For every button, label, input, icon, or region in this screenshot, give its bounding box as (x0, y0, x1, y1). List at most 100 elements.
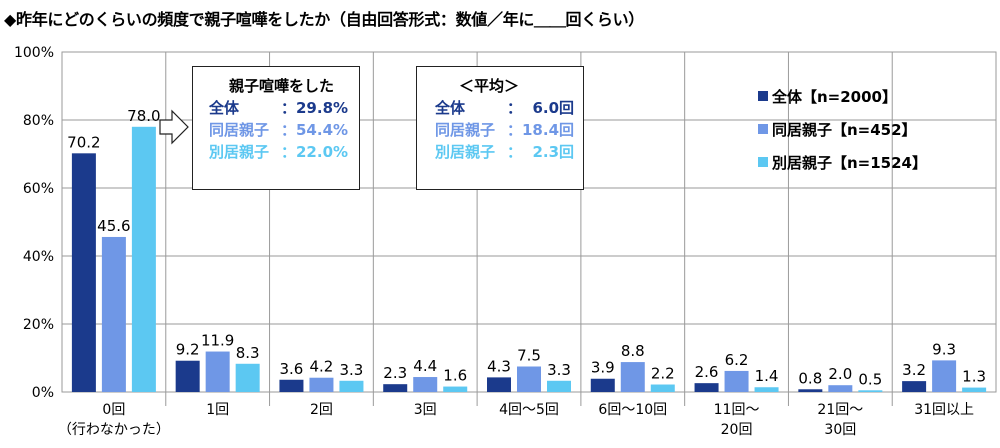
bar (131, 126, 156, 393)
share-box-heading-text: 親子喧嘩をした (229, 77, 335, 95)
x-tick-label: 3回 (414, 402, 437, 418)
x-tick-label: 20回 (721, 422, 753, 438)
data-label: 2.3 (383, 364, 407, 382)
x-tick-label: 30回 (824, 422, 856, 438)
data-label: 45.6 (97, 217, 130, 235)
bar (309, 377, 334, 392)
x-tick-label: 4回～5回 (499, 402, 559, 418)
data-label: 8.8 (621, 342, 645, 360)
legend: 全体【n=2000】 同居親子【n=452】 別居親子【n=1524】 (758, 84, 927, 183)
bar (962, 387, 987, 392)
avg-row-separate-value: ： 2.3回 (507, 143, 575, 161)
data-label: 11.9 (201, 332, 234, 350)
share-row-all: 全体 ：29.8% (209, 97, 359, 119)
data-label: 2.2 (651, 365, 675, 383)
y-tick-label: 20% (23, 317, 54, 333)
bar (620, 362, 645, 392)
bar (279, 379, 304, 392)
data-label: 4.3 (487, 357, 511, 375)
x-tick-label: （行わなかった） (58, 422, 170, 438)
data-label: 1.4 (755, 367, 779, 385)
bar (71, 153, 96, 392)
bar (383, 384, 408, 392)
x-tick-label: 2回 (310, 402, 333, 418)
average-box: ＜平均＞ 全体 ： 6.0回 同居親子 ：18.4回 別居親子 ： 2.3回 (416, 66, 584, 190)
average-box-heading: ＜平均＞ (435, 75, 583, 97)
bar (487, 377, 511, 392)
data-label: 0.5 (858, 370, 882, 388)
average-box-heading-text: ＜平均＞ (459, 77, 520, 95)
bar (754, 387, 779, 392)
bar (650, 384, 675, 392)
share-row-separate-value: ：22.0% (281, 143, 349, 161)
chart-title: ◆昨年にどのくらいの頻度で親子喧嘩をしたか（自由回答形式：数値／年に＿＿回くらい… (4, 10, 645, 29)
data-label: 9.2 (176, 341, 200, 359)
data-label: 2.0 (828, 365, 852, 383)
legend-item-cohabit: 同居親子【n=452】 (758, 117, 927, 141)
data-label: 70.2 (67, 133, 100, 151)
data-label: 78.0 (127, 107, 160, 125)
y-tick-label: 100% (14, 45, 54, 61)
bar (517, 366, 541, 392)
data-label: 4.2 (310, 358, 334, 376)
data-label: 3.3 (547, 361, 571, 379)
y-tick-label: 40% (23, 249, 54, 265)
avg-row-cohabit-label: 同居親子 (435, 121, 496, 139)
share-row-cohabit-value: ：54.4% (281, 121, 349, 139)
bar (828, 385, 853, 392)
avg-row-all: 全体 ： 6.0回 (435, 97, 583, 119)
share-row-cohabit-label: 同居親子 (209, 121, 270, 139)
bar (175, 360, 200, 392)
data-label: 4.4 (413, 357, 437, 375)
data-label: 6.2 (725, 351, 749, 369)
data-label: 7.5 (517, 347, 541, 365)
bar (694, 383, 719, 392)
bar-layer (71, 126, 987, 393)
bar (932, 360, 957, 392)
data-label: 3.6 (280, 360, 304, 378)
x-tick-label: 0回 (102, 402, 125, 418)
bar (101, 236, 126, 392)
data-label: 3.3 (340, 361, 364, 379)
x-tick-label: 31回以上 (914, 402, 974, 418)
bar (724, 370, 749, 392)
avg-row-separate-label: 別居親子 (435, 143, 496, 161)
share-row-all-value: ：29.8% (281, 99, 349, 117)
avg-row-cohabit-value: ：18.4回 (507, 121, 575, 139)
bar (413, 377, 438, 392)
legend-item-all: 全体【n=2000】 (758, 84, 927, 108)
y-tick-label: 60% (23, 181, 54, 197)
legend-label-separate: 別居親子【n=1524】 (772, 153, 927, 172)
bar (235, 363, 260, 392)
legend-item-separate: 別居親子【n=1524】 (758, 150, 927, 174)
share-row-separate: 別居親子 ：22.0% (209, 141, 359, 163)
avg-row-all-label: 全体 (435, 99, 466, 117)
data-label: 3.2 (902, 361, 926, 379)
share-row-all-label: 全体 (209, 99, 240, 117)
avg-row-separate: 別居親子 ： 2.3回 (435, 141, 583, 163)
legend-label-all: 全体【n=2000】 (772, 87, 897, 106)
x-tick-label: 6回～10回 (598, 402, 667, 418)
x-tick-label: 21回～ (817, 402, 863, 418)
bar (902, 381, 927, 392)
data-label: 1.6 (443, 367, 467, 385)
legend-swatch-all (758, 91, 768, 101)
bar (858, 390, 883, 392)
bar (547, 380, 571, 392)
legend-swatch-separate (758, 157, 768, 167)
x-tick-label: 1回 (206, 402, 229, 418)
share-box-heading: 親子喧嘩をした (209, 75, 359, 97)
data-label: 9.3 (932, 340, 956, 358)
y-tick-label: 80% (23, 113, 54, 129)
y-tick-label: 0% (32, 385, 54, 401)
bar (798, 389, 823, 392)
data-label: 1.3 (962, 368, 986, 386)
x-tick-label: 11回～ (714, 402, 760, 418)
data-label: 2.6 (695, 363, 719, 381)
data-label: 8.3 (236, 344, 260, 362)
share-box: 親子喧嘩をした 全体 ：29.8% 同居親子 ：54.4% 別居親子 ：22.0% (192, 66, 360, 190)
bar (205, 351, 230, 392)
legend-label-cohabit: 同居親子【n=452】 (772, 120, 917, 139)
bar (443, 386, 468, 392)
avg-row-cohabit: 同居親子 ：18.4回 (435, 119, 583, 141)
